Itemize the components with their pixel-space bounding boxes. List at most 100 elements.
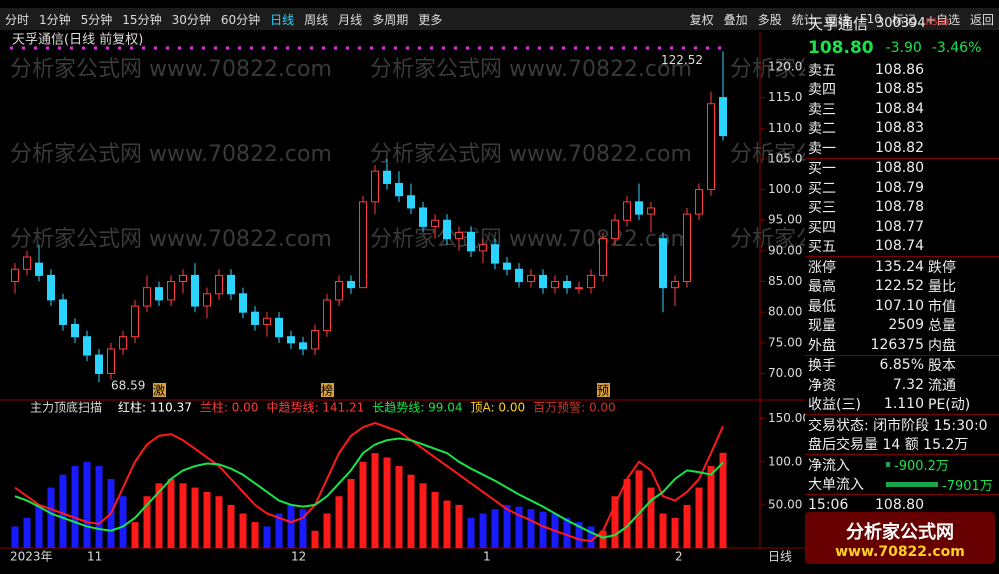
indicator-bar [623, 479, 631, 548]
trend-line [14, 421, 724, 543]
indicator-bar [683, 504, 691, 548]
order-label: 买五 [808, 239, 836, 256]
indicator-bar [647, 487, 655, 548]
toolbar-item[interactable]: 多股 [757, 12, 782, 27]
toolbar-item[interactable]: 分时 [5, 12, 30, 27]
flow-bar [886, 462, 890, 468]
indicator-bar [167, 479, 175, 548]
toolbar-item[interactable]: 60分钟 [220, 12, 261, 27]
x-tick-label: 1 [483, 550, 491, 564]
candle-body [659, 238, 667, 289]
tick-price: 108.80 [875, 496, 924, 513]
toolbar-item[interactable]: 月线 [338, 12, 363, 27]
y-tick-label: 115.0 [768, 90, 802, 104]
flow-value: -7901万 [942, 478, 993, 494]
y-tick-label: 120.0 [768, 59, 802, 73]
indicator-bar [23, 517, 31, 548]
stat-value: 135.24 [875, 258, 924, 275]
toolbar-item[interactable]: 统计 [791, 12, 816, 27]
toolbar-item[interactable]: 周线 [304, 12, 329, 27]
price: 108.80 [808, 38, 874, 58]
stat-label: 市值 [928, 298, 956, 315]
order-price: 108.77 [875, 218, 924, 235]
candle-body [407, 195, 415, 209]
indicator-bar [671, 517, 679, 548]
x-tick-label: 2 [675, 550, 683, 564]
indicator-bar [95, 466, 103, 548]
order-row: 卖二 108.83 [805, 119, 999, 139]
indicator-bar [707, 466, 715, 548]
legend-entry: 中趋势线: 141.21 [266, 400, 364, 415]
trade-status: 交易状态: 闭市阶段 15:30:0 [805, 414, 999, 435]
stock-code: 300394 [876, 15, 926, 31]
candle-body [215, 274, 223, 295]
candle-body [311, 330, 319, 350]
order-row: 卖五 108.86 [805, 60, 999, 80]
order-label: 买四 [808, 219, 836, 236]
order-price: 108.74 [875, 238, 924, 255]
indicator-bar [659, 513, 667, 548]
toolbar-item[interactable]: 1分钟 [39, 12, 71, 27]
logo-url: www.70822.com [835, 544, 965, 560]
candle-body [347, 281, 355, 289]
candle-body [335, 281, 343, 301]
event-badge [321, 383, 334, 397]
indicator-bar [83, 461, 91, 548]
toolbar-item[interactable]: 30分钟 [171, 12, 211, 27]
candle-body [59, 299, 67, 325]
indicator-bar [503, 504, 511, 548]
candle-body [431, 219, 439, 227]
indicator-bar [239, 513, 247, 548]
candle-body [515, 268, 523, 283]
toolbar-item[interactable]: 返回 [969, 12, 994, 27]
toolbar-item[interactable]: 5分钟 [80, 12, 113, 27]
order-price: 108.85 [875, 81, 924, 98]
price-row: 108.80 -3.90 -3.46% [805, 36, 999, 60]
candle-body [671, 281, 679, 289]
y-tick-label: 50.00 [768, 497, 802, 511]
order-label: 卖三 [808, 101, 836, 118]
indicator-bar [251, 522, 259, 548]
indicator-bar [299, 509, 307, 548]
x-tick-label: 2023年 [10, 550, 53, 564]
order-price: 108.86 [875, 61, 924, 78]
y-tick-label: 95.00 [768, 213, 802, 227]
indicator-bar [179, 483, 187, 548]
indicator-bar [395, 466, 403, 548]
indicator-bar [59, 474, 67, 548]
stat-value: 122.52 [875, 278, 924, 295]
candle-body [323, 299, 331, 332]
order-price: 108.79 [875, 179, 924, 196]
toolbar-item[interactable]: 更多 [418, 12, 443, 27]
stat-row: 最低 107.10 市值 [805, 296, 999, 316]
toolbar-item[interactable]: 15分钟 [122, 12, 162, 27]
flow-label: 大单流入 [808, 477, 864, 494]
order-price: 108.82 [875, 139, 924, 156]
stat-value: 126375 [870, 336, 924, 353]
y-tick-label: 150.00 [768, 411, 805, 425]
toolbar-item[interactable]: 标记 [891, 12, 916, 27]
watermark: 分析家公式网 www.70822.com [730, 142, 805, 167]
toolbar-item[interactable]: 叠加 [723, 12, 748, 27]
toolbar-item[interactable]: 画线 [825, 12, 850, 27]
indicator-bar [47, 487, 55, 548]
watermark: 分析家公式网 www.70822.com [730, 57, 805, 82]
indicator-bar [155, 483, 163, 548]
candle-body [707, 103, 715, 191]
indicator-bar [275, 513, 283, 548]
toolbar-item[interactable]: 多周期 [372, 12, 409, 27]
change: -3.90 [885, 40, 922, 56]
watermark: 分析家公式网 www.70822.com [370, 142, 692, 167]
toolbar-item[interactable]: F10 [859, 12, 882, 26]
toolbar-item[interactable]: 复权 [689, 12, 714, 27]
order-label: 买二 [808, 180, 836, 197]
indicator-bar [515, 506, 523, 548]
indicator-bar [35, 504, 43, 548]
tick-time: 15:06 [808, 496, 849, 513]
legend-entry: 长趋势线: 99.04 [372, 401, 462, 415]
trend-line [14, 437, 724, 539]
candle-body [263, 317, 271, 325]
toolbar-item[interactable]: 日线 [270, 12, 295, 27]
toolbar-item[interactable]: +自选 [925, 12, 960, 27]
event-label: 预 [597, 384, 609, 398]
